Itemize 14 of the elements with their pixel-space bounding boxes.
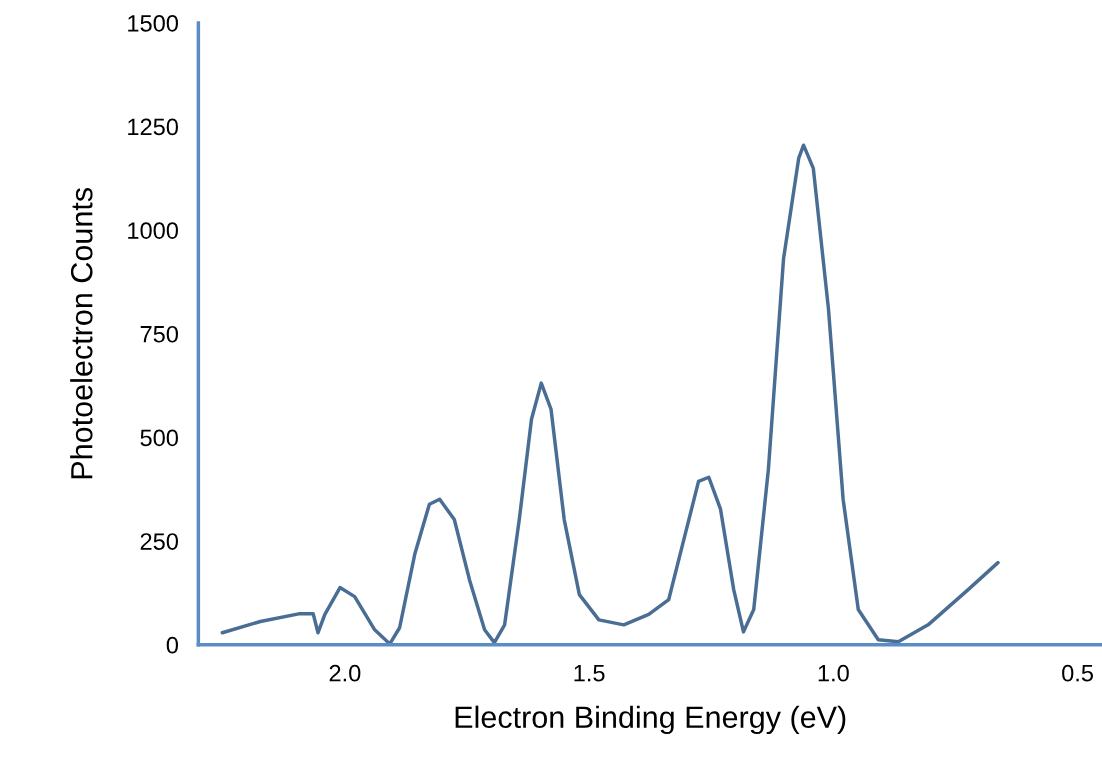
y-axis-title: Photoelectron Counts bbox=[70, 187, 93, 479]
x-tick-label: 0.5 bbox=[1062, 664, 1093, 682]
line-series bbox=[220, 143, 1000, 645]
x-tick-label: 2.0 bbox=[329, 664, 361, 682]
x-tick-label: 1.0 bbox=[818, 664, 849, 682]
y-tick-label: 1500 bbox=[128, 14, 178, 32]
y-tick-label: 1250 bbox=[128, 118, 178, 136]
y-tick-label: 250 bbox=[140, 533, 178, 550]
x-axis-title: Electron Binding Energy (eV) bbox=[455, 705, 846, 735]
x-tick-label: 1.5 bbox=[574, 665, 605, 682]
y-tick-label: 1000 bbox=[128, 222, 178, 239]
y-tick-label: 750 bbox=[140, 325, 178, 343]
y-tick-label: 0 bbox=[166, 636, 178, 654]
y-tick-label: 500 bbox=[140, 429, 178, 447]
